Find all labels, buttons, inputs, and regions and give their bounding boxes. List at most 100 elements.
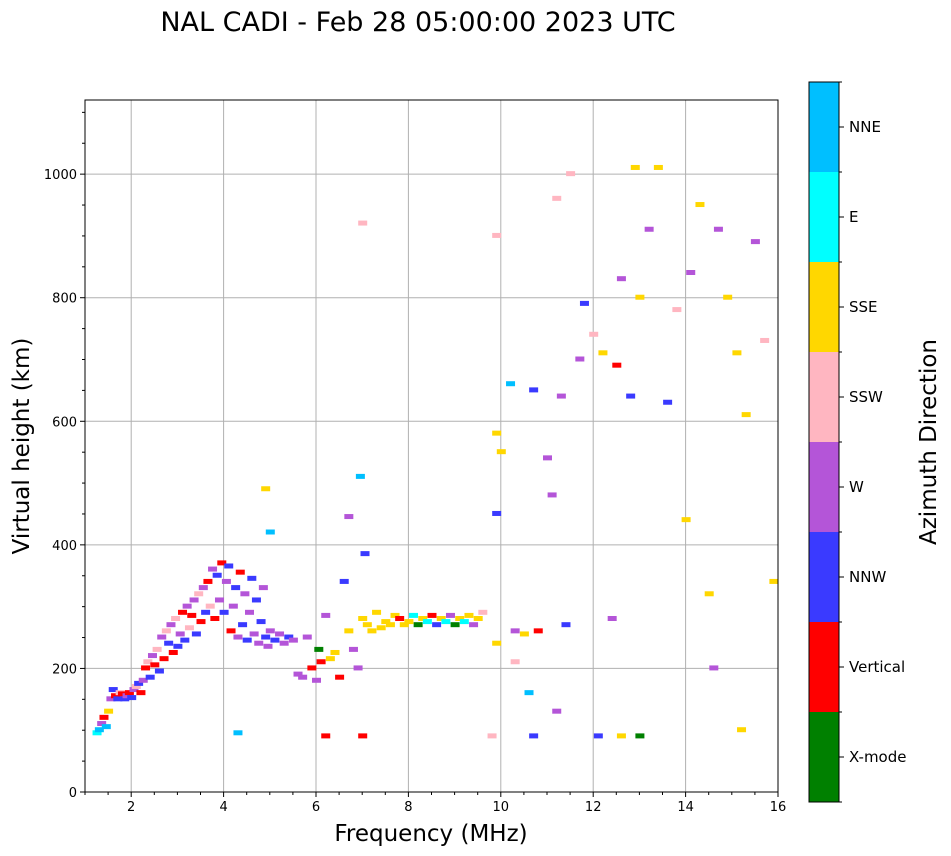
data-point xyxy=(358,733,368,739)
data-point xyxy=(279,640,289,646)
data-point xyxy=(450,622,460,628)
data-point xyxy=(159,656,169,662)
data-point xyxy=(124,690,134,696)
y-tick-label: 1000 xyxy=(44,168,77,183)
colorbar-label: NNE xyxy=(849,118,881,136)
data-point xyxy=(189,597,199,603)
data-point xyxy=(131,683,141,689)
data-point xyxy=(152,646,162,652)
data-point xyxy=(293,671,303,677)
data-point xyxy=(686,270,696,275)
data-point xyxy=(235,569,245,575)
data-point xyxy=(168,649,178,655)
data-point xyxy=(348,646,358,652)
data-point xyxy=(106,696,116,702)
x-tick-label: 6 xyxy=(312,800,320,815)
data-point xyxy=(184,625,194,631)
data-point xyxy=(529,733,539,739)
data-point xyxy=(157,634,167,640)
x-axis-ticks: 2 4 6 8 10 12 14 16 xyxy=(84,792,786,815)
x-tick-label: 12 xyxy=(585,800,602,815)
data-point xyxy=(219,609,229,615)
data-point xyxy=(441,619,451,625)
data-point xyxy=(413,622,423,628)
data-point xyxy=(265,529,275,535)
data-point xyxy=(258,585,268,591)
data-point xyxy=(201,609,211,615)
data-point xyxy=(203,578,213,584)
data-point xyxy=(344,514,354,520)
x-tick-label: 2 xyxy=(127,800,135,815)
data-point xyxy=(251,597,261,603)
data-point xyxy=(196,619,206,625)
data-point xyxy=(101,724,111,730)
data-point xyxy=(154,668,164,674)
data-point xyxy=(212,572,222,578)
y-tick-label: 800 xyxy=(52,292,77,307)
data-point xyxy=(616,733,626,739)
data-point xyxy=(111,693,121,699)
data-point xyxy=(524,690,534,696)
data-point xyxy=(432,622,442,628)
data-point xyxy=(732,350,742,356)
data-point xyxy=(395,616,405,621)
data-point xyxy=(147,653,157,659)
data-point xyxy=(607,616,617,621)
y-tick-label: 600 xyxy=(52,415,77,430)
data-point xyxy=(145,674,155,680)
data-point xyxy=(492,510,502,516)
data-point xyxy=(626,393,636,399)
y-axis-label: Virtual height (km) xyxy=(9,338,35,555)
data-point xyxy=(616,276,626,282)
data-point xyxy=(240,591,250,597)
data-point xyxy=(247,575,257,581)
data-point xyxy=(552,708,562,714)
data-point xyxy=(436,616,446,621)
data-point xyxy=(129,687,139,693)
data-point xyxy=(314,646,324,652)
data-point xyxy=(653,164,663,170)
data-point xyxy=(104,708,114,714)
data-point xyxy=(205,603,215,609)
data-point xyxy=(579,300,589,306)
data-point xyxy=(644,226,654,232)
data-point xyxy=(298,674,308,680)
data-point xyxy=(404,619,414,625)
data-point xyxy=(180,637,190,643)
data-point xyxy=(275,631,285,637)
data-point xyxy=(355,473,365,479)
data-point xyxy=(575,356,585,362)
colorbar-segment xyxy=(809,442,839,532)
data-point xyxy=(245,609,255,615)
data-point xyxy=(270,637,280,643)
data-point xyxy=(681,517,691,523)
colorbar-frame xyxy=(808,81,840,803)
data-point xyxy=(589,331,599,337)
y-tick-label: 200 xyxy=(52,662,77,677)
data-point xyxy=(261,634,271,640)
data-point xyxy=(358,616,368,621)
x-tick-label: 4 xyxy=(219,800,227,815)
data-point xyxy=(330,649,340,655)
data-point xyxy=(138,677,148,683)
y-tick-label: 400 xyxy=(52,539,77,554)
data-point xyxy=(709,665,719,671)
colorbar-segment xyxy=(809,262,839,352)
data-point xyxy=(663,399,673,405)
data-point xyxy=(556,393,566,399)
data-point xyxy=(231,585,241,591)
data-point xyxy=(120,696,130,702)
data-point xyxy=(358,220,368,226)
data-point xyxy=(97,721,107,727)
data-point xyxy=(737,727,747,733)
data-point xyxy=(459,619,469,625)
data-point xyxy=(321,733,331,739)
data-point xyxy=(510,659,520,665)
data-point xyxy=(143,659,153,665)
data-point xyxy=(741,412,751,418)
data-point xyxy=(194,591,204,597)
colorbar-label: Vertical xyxy=(849,658,905,676)
colorbar-segment xyxy=(809,622,839,712)
data-point xyxy=(108,687,118,693)
data-point xyxy=(228,603,238,609)
